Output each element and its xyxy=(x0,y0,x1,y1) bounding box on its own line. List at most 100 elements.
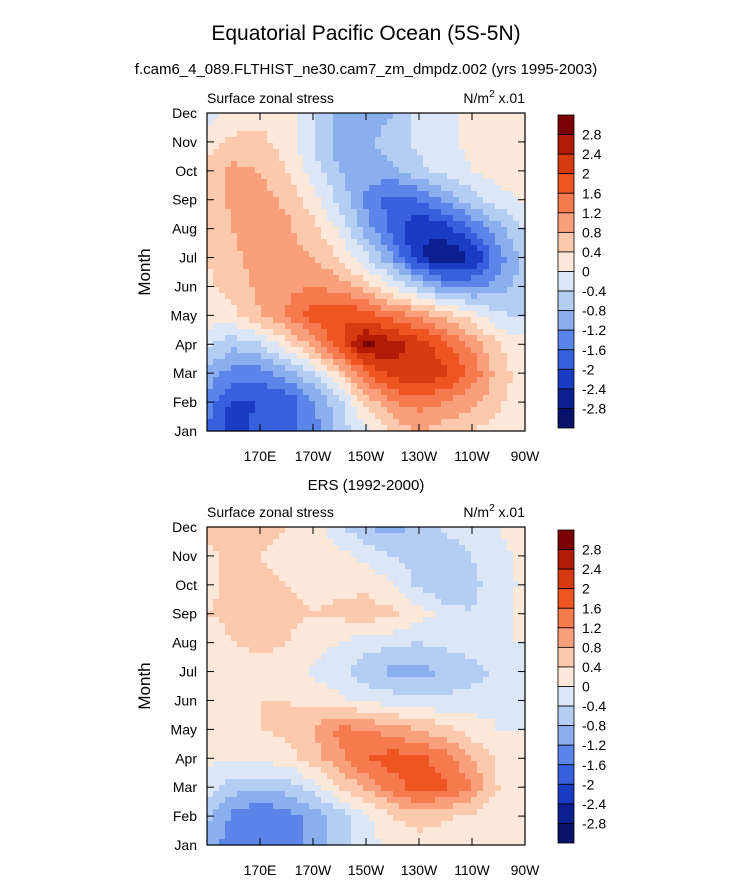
colorbar-label: -2.8 xyxy=(582,400,606,416)
colorbar-label: -0.4 xyxy=(582,283,606,299)
colorbar-box xyxy=(557,549,575,570)
colorbar-box xyxy=(557,231,575,253)
colorbar-label: -1.2 xyxy=(582,737,606,753)
colorbar: 2.8 2.4 2 1.6 1.2 0.8 0.4 0 -0.4 -0.8 -1.2 -1.6 -2 -2… xyxy=(557,114,606,429)
contour-field xyxy=(207,113,526,432)
colorbar-label: 1.6 xyxy=(582,185,602,201)
colorbar-label: -0.8 xyxy=(582,718,606,734)
x-tick-label: 170E xyxy=(244,862,277,878)
contour-field xyxy=(207,527,526,846)
x-tick-label: 150W xyxy=(348,448,385,464)
y-tick-label: Oct xyxy=(175,577,197,593)
colorbar-label: 2 xyxy=(582,581,590,597)
y-tick-label: Oct xyxy=(175,163,197,179)
colorbar-label: 1.2 xyxy=(582,205,602,221)
x-tick-label: 170W xyxy=(295,862,332,878)
colorbar-box xyxy=(557,666,575,687)
y-tick-label: Dec xyxy=(172,105,197,121)
colorbar-label: 0.4 xyxy=(582,244,602,260)
panel-2: ERS (1992-2000) Surface zonal stress N/m2 … xyxy=(135,477,606,878)
x-tick-label: 130W xyxy=(401,448,438,464)
colorbar-box xyxy=(557,408,575,429)
y-tick-label: Mar xyxy=(173,779,197,795)
y-axis-label: Month xyxy=(135,662,154,709)
colorbar-box xyxy=(557,823,575,844)
y-tick-label: Jan xyxy=(174,837,197,853)
colorbar-box xyxy=(557,529,575,550)
figure-title: Equatorial Pacific Ocean (5S-5N) xyxy=(211,22,521,45)
x-tick-label: 130W xyxy=(401,862,438,878)
panel-title: ERS (1992-2000) xyxy=(308,477,425,494)
colorbar-label: 0 xyxy=(582,264,590,280)
colorbar-box xyxy=(557,251,575,272)
colorbar-box xyxy=(557,725,575,746)
y-tick-label: Mar xyxy=(173,365,197,381)
y-tick-label: Aug xyxy=(172,635,197,651)
colorbar-box xyxy=(557,114,575,135)
x-tick-label: 110W xyxy=(454,448,490,464)
colorbar-label: 2 xyxy=(582,166,590,182)
colorbar-box xyxy=(557,783,575,805)
y-tick-label: Jun xyxy=(174,692,197,708)
y-tick-label: Apr xyxy=(175,336,197,352)
colorbar-label: 2.4 xyxy=(582,146,602,162)
x-tick-label: 150W xyxy=(348,862,385,878)
colorbar-label: 1.2 xyxy=(582,620,602,636)
variable-label: Surface zonal stress xyxy=(207,90,334,106)
y-tick-label: May xyxy=(171,721,197,737)
y-tick-label: Sep xyxy=(172,192,197,208)
x-tick-label: 90W xyxy=(511,448,541,464)
colorbar-box xyxy=(557,173,575,194)
y-tick-label: Sep xyxy=(172,606,197,622)
colorbar-label: -1.6 xyxy=(582,757,606,773)
colorbar-label: 2.8 xyxy=(582,542,602,558)
units-label: N/m2 x.01 xyxy=(463,89,525,106)
y-tick-label: Aug xyxy=(172,221,197,237)
colorbar-box xyxy=(557,271,575,292)
y-tick-label: Jul xyxy=(179,250,197,266)
colorbar-box xyxy=(557,329,575,351)
colorbar-box xyxy=(557,803,575,824)
colorbar-box xyxy=(557,192,575,214)
x-tick-label: 170W xyxy=(295,448,332,464)
colorbar-box xyxy=(557,607,575,629)
colorbar-label: 0.8 xyxy=(582,639,602,655)
colorbar-label: -2 xyxy=(582,361,595,377)
colorbar-box xyxy=(557,705,575,727)
y-tick-label: Feb xyxy=(173,394,197,410)
colorbar-box xyxy=(557,134,575,155)
colorbar-box xyxy=(557,646,575,668)
colorbar-box xyxy=(557,212,575,233)
colorbar-label: -2 xyxy=(582,776,595,792)
colorbar-box xyxy=(557,588,575,609)
colorbar-label: -0.8 xyxy=(582,303,606,319)
colorbar-box xyxy=(557,368,575,390)
colorbar-box xyxy=(557,290,575,312)
colorbar-box xyxy=(557,310,575,331)
y-tick-label: Feb xyxy=(173,808,197,824)
colorbar: 2.8 2.4 2 1.6 1.2 0.8 0.4 0 -0.4 -0.8 -1.2 -1.6 -2 -2… xyxy=(557,529,606,844)
colorbar-label: 1.6 xyxy=(582,600,602,616)
colorbar-box xyxy=(557,388,575,409)
colorbar-label: -1.2 xyxy=(582,322,606,338)
colorbar-box xyxy=(557,153,575,175)
y-tick-label: Jan xyxy=(174,423,197,439)
x-tick-label: 110W xyxy=(454,862,490,878)
colorbar-box xyxy=(557,349,575,370)
units-label: N/m2 x.01 xyxy=(463,503,525,520)
colorbar-box xyxy=(557,627,575,648)
x-tick-label: 90W xyxy=(511,862,541,878)
y-axis-label: Month xyxy=(135,248,154,295)
figure-subtitle: f.cam6_4_089.FLTHIST_ne30.cam7_zm_dmpdz.… xyxy=(134,61,598,78)
y-tick-label: Jul xyxy=(179,664,197,680)
colorbar-label: 0.8 xyxy=(582,224,602,240)
colorbar-box xyxy=(557,568,575,590)
x-tick-label: 170E xyxy=(244,448,277,464)
y-tick-label: Nov xyxy=(172,134,197,150)
colorbar-label: 2.4 xyxy=(582,561,602,577)
y-tick-label: Dec xyxy=(172,519,197,535)
colorbar-label: 2.8 xyxy=(582,127,602,143)
colorbar-label: -2.8 xyxy=(582,815,606,831)
colorbar-label: -0.4 xyxy=(582,698,606,714)
